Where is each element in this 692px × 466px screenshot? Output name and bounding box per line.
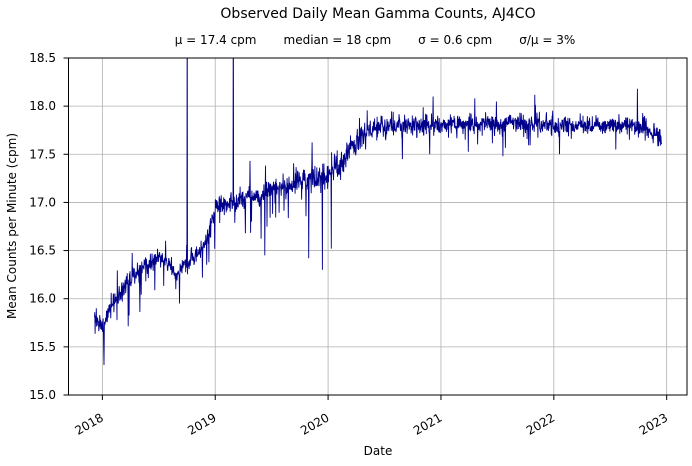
chart-title: Observed Daily Mean Gamma Counts, AJ4CO xyxy=(220,6,536,22)
x-tick-label: 2021 xyxy=(411,410,444,437)
x-tick-label: 2018 xyxy=(72,410,105,437)
x-tick-label: 2019 xyxy=(185,410,218,437)
y-tick-label: 15.0 xyxy=(29,388,56,402)
stat-median: median = 18 cpm xyxy=(283,33,392,47)
x-axis-label: Date xyxy=(363,444,393,458)
y-tick-label: 16.0 xyxy=(29,292,56,306)
stat-sigma-over-mu: σ/μ = 3% xyxy=(519,33,576,47)
data-series-line xyxy=(94,58,663,366)
stat-mean: μ = 17.4 cpm xyxy=(174,33,257,47)
stat-sigma: σ = 0.6 cpm xyxy=(418,33,493,47)
y-tick-label: 17.0 xyxy=(29,195,56,209)
y-tick-label: 15.5 xyxy=(29,340,56,354)
x-tick-label: 2020 xyxy=(298,410,331,437)
y-tick-label: 17.5 xyxy=(29,147,56,161)
plot-border xyxy=(68,57,688,396)
x-tick-label: 2022 xyxy=(524,410,557,437)
y-tick-label: 16.5 xyxy=(29,244,56,258)
x-tick-label: 2023 xyxy=(637,410,670,437)
y-tick-label: 18.0 xyxy=(29,99,56,113)
y-tick-label: 18.5 xyxy=(29,51,56,65)
stats-line: μ = 17.4 cpm median = 18 cpm σ = 0.6 cpm… xyxy=(175,33,576,47)
